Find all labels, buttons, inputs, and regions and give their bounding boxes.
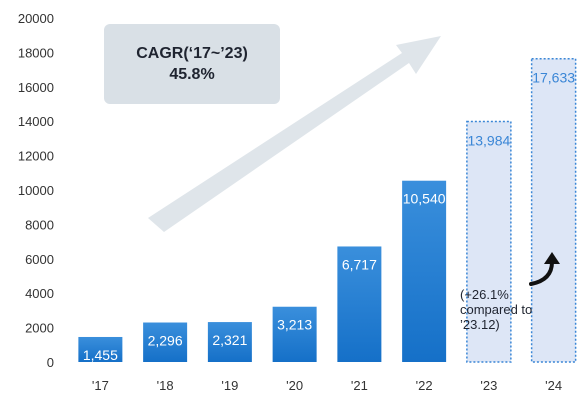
x-tick-label: '20 [286,378,303,393]
x-tick-label: '21 [351,378,368,393]
bar-value-label: 13,984 [467,132,510,148]
x-tick-label: '17 [92,378,109,393]
cagr-title: CAGR(‘17~’23) [136,45,248,62]
bar-value-labels: 1,455 2,296 2,321 3,213 6,717 10,540 13,984 17,… [83,70,575,363]
y-tick-label: 0 [47,355,54,370]
growth-note-line-1: (+26.1% [460,287,509,302]
growth-note-line-3: ’23.12) [460,317,500,332]
y-tick-label: 18000 [18,45,54,60]
y-tick-label: 12000 [18,149,54,164]
x-tick-label: '24 [545,378,562,393]
x-tick-label: '19 [221,378,238,393]
y-tick-label: 6000 [25,252,54,267]
y-tick-label: 14000 [18,114,54,129]
y-tick-label: 10000 [18,183,54,198]
curved-arrow-icon [529,260,554,286]
bar-value-label: 1,455 [83,347,118,363]
bar [143,322,188,362]
bar-value-label: 17,633 [532,70,575,86]
y-axis: 0 2000 4000 6000 8000 10000 12000 14000 16000 180… [18,11,54,370]
bar-value-label: 2,321 [212,332,247,348]
bar [78,336,123,362]
bar-value-label: 2,296 [148,333,183,349]
y-tick-label: 16000 [18,80,54,95]
curved-arrow-head [544,252,560,264]
bar-value-label: 6,717 [342,256,377,272]
y-tick-label: 20000 [18,11,54,26]
cagr-callout: CAGR(‘17~’23) 45.8% [104,24,280,104]
cagr-value: 45.8% [169,66,215,83]
bar [337,246,382,362]
y-tick-label: 2000 [25,321,54,336]
projected-bar [466,120,512,363]
growth-note-line-2: compared to [460,302,533,317]
bar [207,322,252,362]
bar-value-label: 10,540 [403,191,446,207]
x-axis: '17 '18 '19 '20 '21 '22 '23 '24 [92,378,562,393]
bar [272,306,317,362]
y-tick-label: 4000 [25,286,54,301]
x-tick-label: '23 [480,378,497,393]
trend-arrow [148,36,441,232]
bars [78,57,577,363]
growth-note: (+26.1% compared to ’23.12) [460,287,556,332]
x-tick-label: '22 [416,378,433,393]
bar [402,180,447,362]
x-tick-label: '18 [157,378,174,393]
bar-value-label: 3,213 [277,317,312,333]
projected-bar [530,57,577,363]
y-tick-label: 8000 [25,217,54,232]
